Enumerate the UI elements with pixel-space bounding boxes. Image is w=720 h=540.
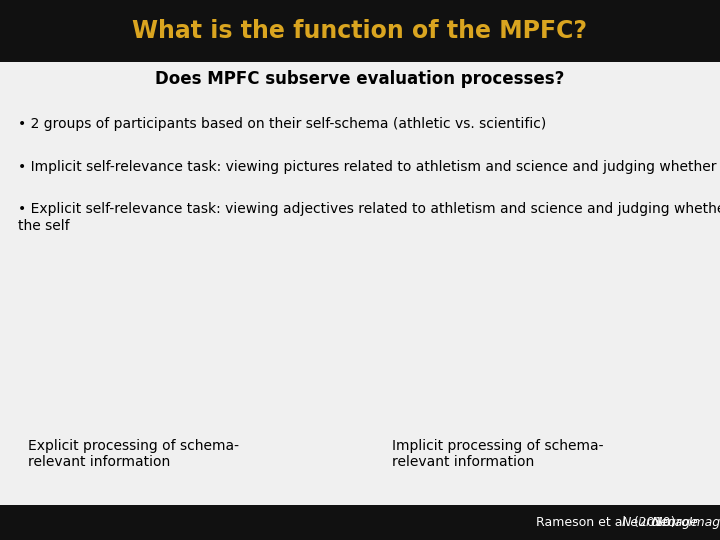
Text: • 2 groups of participants based on their self-schema (athletic vs. scientific): • 2 groups of participants based on thei…: [18, 117, 546, 131]
Text: Rameson et al. (2010): Rameson et al. (2010): [536, 516, 680, 529]
Text: What is the function of the MPFC?: What is the function of the MPFC?: [132, 19, 588, 43]
Text: NeuroImage: NeuroImage: [652, 516, 720, 529]
Text: Implicit processing of schema-
relevant information: Implicit processing of schema- relevant …: [392, 439, 603, 469]
Text: • Implicit self-relevance task: viewing pictures related to athletism and scienc: • Implicit self-relevance task: viewing …: [18, 159, 720, 173]
Text: • Explicit self-relevance task: viewing adjectives related to athletism and scie: • Explicit self-relevance task: viewing …: [18, 202, 720, 233]
Text: Does MPFC subserve evaluation processes?: Does MPFC subserve evaluation processes?: [156, 70, 564, 88]
Text: Explicit processing of schema-
relevant information: Explicit processing of schema- relevant …: [28, 439, 239, 469]
Text: NeuroImage: NeuroImage: [621, 516, 698, 529]
